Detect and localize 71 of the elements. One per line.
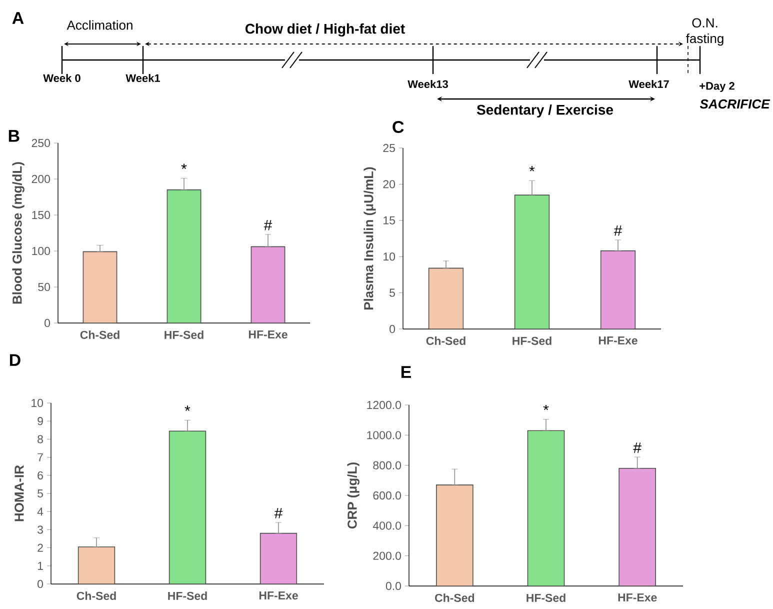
text: Acclimation: [66, 20, 132, 30]
y-tick-label: 9: [38, 417, 43, 426]
y-tick-label: 1200.0: [367, 400, 402, 410]
y-tick-label: 10: [32, 398, 44, 408]
x-tick-label: HF-Sed: [526, 594, 566, 602]
y-tick-label: 1000.0: [367, 431, 402, 440]
y-tick-label: 200.0: [373, 552, 402, 560]
y-tick-label: 5: [38, 489, 43, 498]
x-tick-label: Ch-Sed: [80, 330, 120, 339]
text: Week13: [408, 80, 448, 88]
chart-title: C: [392, 120, 404, 133]
x-tick-label: HF-Exe: [259, 592, 298, 600]
text: SACRIFICE: [700, 99, 770, 109]
text: O.N. fasting: [686, 18, 724, 46]
y-tick-label: 7: [38, 453, 43, 462]
y-axis-title: Plasma Insulin (μU/mL): [364, 167, 376, 310]
annotation: #: [274, 508, 283, 518]
x-tick-label: Ch-Sed: [435, 594, 474, 602]
y-tick-label: 8: [38, 435, 43, 444]
y-axis-title: CRP (μg/L): [347, 462, 360, 529]
text: Week1: [126, 74, 160, 82]
y-tick-label: 15: [384, 216, 395, 224]
y-axis-title: HOMA-IR: [14, 465, 24, 522]
y-tick-label: 5: [390, 288, 395, 297]
y-tick-label: 25: [383, 144, 395, 152]
bar: [82, 251, 118, 323]
y-tick-label: 0.0: [386, 582, 402, 590]
text: Week17: [628, 80, 669, 88]
text: Week 0: [43, 74, 80, 82]
x-tick-label: HF-Exe: [248, 330, 288, 339]
y-tick-label: 800.0: [373, 461, 402, 470]
y-axis-title: Blood Glucose (mg/dL): [12, 162, 24, 304]
annotation: *: [181, 164, 187, 170]
y-tick-label: 150: [32, 210, 50, 220]
text: A: [12, 12, 24, 24]
bar: [618, 468, 656, 586]
y-tick-label: 0: [38, 580, 44, 588]
y-tick-label: 600.0: [373, 491, 402, 500]
x-tick-label: Ch-Sed: [426, 336, 466, 345]
text: Sedentary / Exercise: [476, 104, 613, 118]
text: Chow diet / High-fat diet: [245, 23, 405, 37]
annotation: *: [543, 404, 549, 410]
y-tick-label: 10: [384, 252, 396, 261]
x-tick-label: HF-Sed: [512, 336, 552, 345]
y-tick-label: 20: [383, 180, 396, 188]
y-tick-label: 6: [38, 471, 43, 480]
annotation: *: [184, 406, 190, 411]
y-tick-label: 3: [38, 526, 43, 534]
x-tick-label: HF-Sed: [164, 330, 204, 339]
y-tick-label: 250: [32, 138, 50, 148]
annotation: *: [529, 166, 535, 172]
y-tick-label: 200: [32, 174, 50, 184]
y-tick-label: 1: [38, 562, 43, 570]
x-tick-label: Ch-Sed: [76, 592, 116, 600]
y-tick-label: 100: [32, 246, 50, 256]
x-tick-label: HF-Exe: [618, 594, 657, 602]
chart-title: B: [8, 130, 20, 142]
y-tick-label: 0: [390, 324, 396, 334]
y-tick-label: 400.0: [372, 522, 402, 530]
y-tick-label: 50: [38, 282, 50, 292]
annotation: #: [614, 225, 622, 236]
text: +Day 2: [700, 82, 734, 92]
x-tick-label: HF-Sed: [168, 592, 207, 600]
y-tick-label: 4: [37, 508, 44, 516]
x-tick-label: HF-Exe: [598, 336, 638, 345]
y-tick-label: 0: [44, 318, 50, 328]
annotation: #: [264, 220, 272, 230]
chart-title: E: [401, 366, 411, 378]
chart-title: D: [10, 354, 20, 366]
y-tick-label: 2: [38, 544, 43, 552]
annotation: #: [633, 442, 642, 453]
